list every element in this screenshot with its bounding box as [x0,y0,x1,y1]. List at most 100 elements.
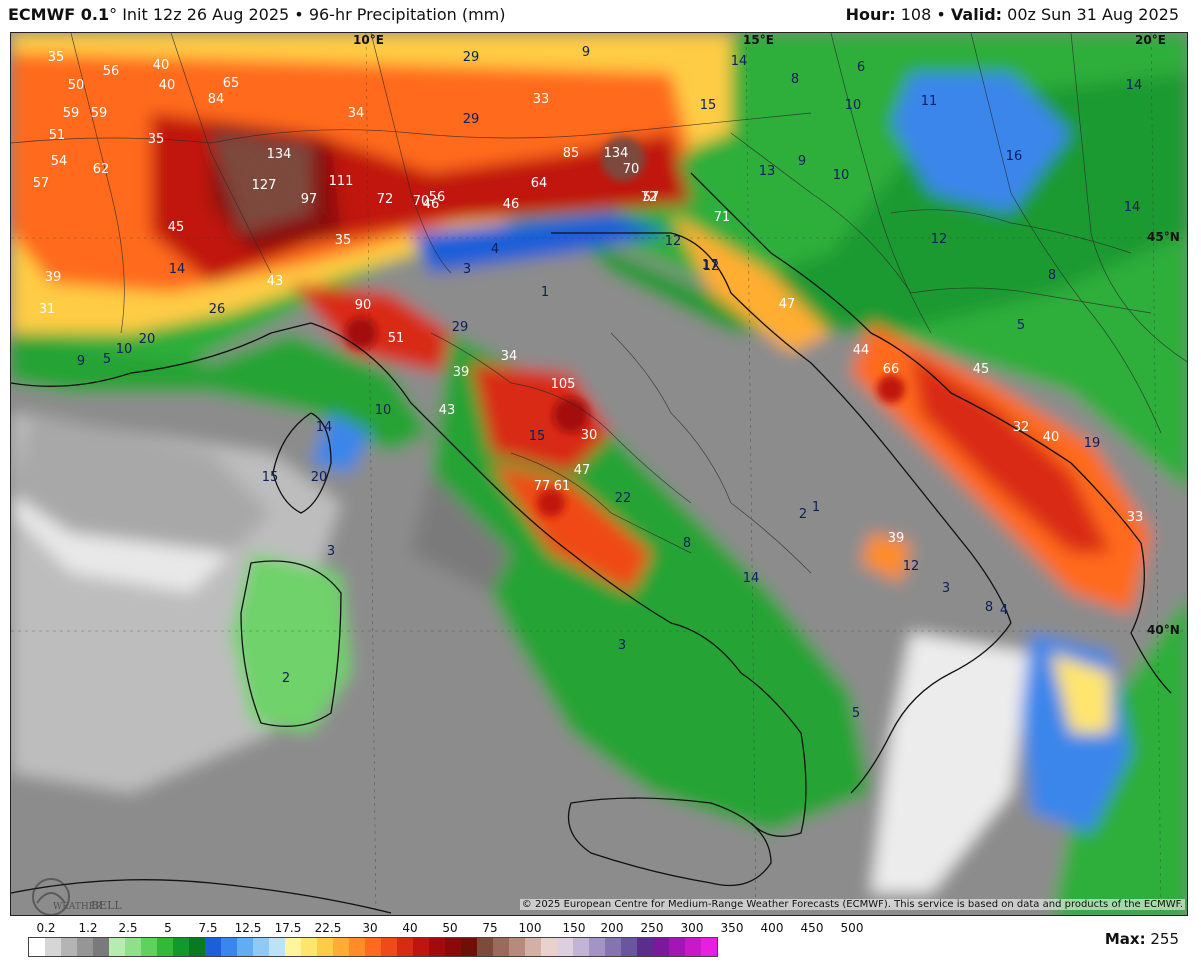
legend-swatch [29,938,45,956]
precip-value-label: 8 [985,600,993,615]
title-bullet: • [294,5,304,24]
legend-tick: 450 [800,921,824,935]
legend-swatch [317,938,333,956]
precip-value-label: 71 [714,210,731,225]
legend-tick: 1.2 [78,921,98,935]
legend-swatch [285,938,301,956]
precip-value-label: 10 [833,168,850,183]
precip-value-label: 57 [643,190,660,205]
legend-swatch [45,938,61,956]
precip-value-label: 40 [153,58,170,73]
precip-value-label: 35 [148,132,165,147]
product-name: 96-hr Precipitation (mm) [308,5,506,24]
legend-swatch [77,938,93,956]
precip-value-label: 3 [618,638,626,653]
legend-swatch [653,938,669,956]
precip-value-label: 12 [903,559,920,574]
precip-value-label: 17 [702,258,719,273]
legend-swatch [605,938,621,956]
precip-value-label: 8 [683,536,691,551]
precip-value-label: 11 [921,94,938,109]
legend-swatch [141,938,157,956]
legend-tick: 12.5 [234,921,262,935]
model-name: ECMWF 0.1 [8,5,110,24]
precip-value-label: 90 [355,298,372,313]
precip-value-label: 56 [103,64,120,79]
precip-value-label: 44 [853,343,870,358]
precip-value-label: 105 [551,377,576,392]
precip-value-label: 46 [423,197,440,212]
weatherbell-logo: WEATHER BELL [32,878,122,915]
valid-label: Valid: [950,5,1003,24]
precip-value-label: 77 [534,479,551,494]
precip-value-label: 14 [743,571,760,586]
legend-tick: 22.5 [314,921,342,935]
legend-swatch [589,938,605,956]
legend-tick: 100 [518,921,542,935]
max-label: Max: [1104,930,1146,948]
legend-tick: 7.5 [198,921,218,935]
init-time: Init 12z 26 Aug 2025 [122,5,290,24]
precip-value-label: 65 [223,76,240,91]
precip-value-label: 29 [452,320,469,335]
logo-text-top: WEATHER [53,902,102,912]
precip-value-label: 47 [574,463,591,478]
precip-value-label: 10 [845,98,862,113]
precip-value-label: 9 [798,154,806,169]
legend-swatch [493,938,509,956]
legend-swatch [125,938,141,956]
precip-value-label: 59 [63,106,80,121]
legend-swatch [525,938,541,956]
precip-value-label: 6 [857,60,865,75]
legend-swatch [365,938,381,956]
legend-tick-labels: 0.2 1.2 2.5 5 7.5 12.5 17.5 22.5 30 40 50 75 100 150 2… [0,921,1201,935]
precip-value-label: 134 [604,146,629,161]
precip-value-label: 40 [1043,430,1060,445]
precip-value-label: 62 [93,162,110,177]
legend-swatch [685,938,701,956]
precipitation-map[interactable]: 10°E 15°E 20°E 45°N 40°N 35 50 56 59 40 40 65 8… [10,32,1188,916]
precip-value-label: 12 [703,259,720,274]
legend-tick: 200 [600,921,624,935]
precip-value-label: 70 [623,162,640,177]
precip-value-label: 45 [973,362,990,377]
precip-value-label: 56 [429,190,446,205]
precip-value-label: 33 [1127,510,1144,525]
graticule [11,33,1187,915]
precip-value-label: 45 [168,220,185,235]
legend-swatch [509,938,525,956]
precip-value-label: 35 [48,50,65,65]
precip-value-label: 2 [799,507,807,522]
precip-value-label: 19 [1084,436,1101,451]
legend-tick: 250 [640,921,664,935]
legend-swatch [349,938,365,956]
precip-value-label: 84 [208,92,225,107]
max-value: 255 [1150,930,1179,948]
precip-value-label: 59 [91,106,108,121]
precip-value-label: 10 [116,342,133,357]
lat-label-45n: 45°N [1147,230,1180,244]
legend-swatch [541,938,557,956]
precip-value-label: 14 [731,54,748,69]
precip-value-label: 15 [262,470,279,485]
precip-value-label: 35 [335,233,352,248]
legend-tick: 350 [720,921,744,935]
legend-swatch [381,938,397,956]
precip-value-label: 12 [931,232,948,247]
precip-value-label: 127 [252,178,277,193]
precip-value-label: 14 [1126,78,1143,93]
legend-tick: 0.2 [36,921,56,935]
precip-value-label: 9 [582,45,590,60]
legend-tick: 17.5 [274,921,302,935]
legend-swatch [669,938,685,956]
precip-value-label: 111 [329,174,354,189]
precip-value-label: 3 [942,581,950,596]
logo-text-bottom: BELL [91,899,122,912]
legend-tick: 2.5 [118,921,138,935]
precip-value-label: 10 [375,403,392,418]
precip-value-label: 5 [1017,318,1025,333]
precip-value-label: 3 [463,262,471,277]
legend-tick: 5 [164,921,172,935]
precip-value-label: 43 [267,274,284,289]
